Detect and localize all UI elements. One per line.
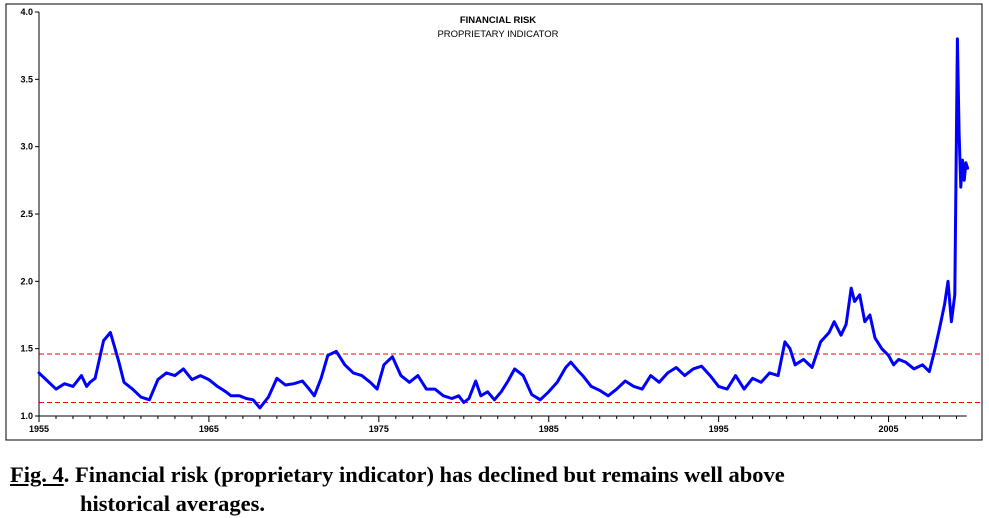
x-tick-label: 1985 [539, 424, 559, 434]
chart: FINANCIAL RISK PROPRIETARY INDICATOR 1.0… [0, 0, 989, 455]
y-tick-label: 4.0 [20, 7, 33, 17]
x-tick-label: 1955 [29, 424, 49, 434]
y-tick-label: 1.0 [20, 411, 33, 421]
y-tick-label: 2.0 [20, 276, 33, 286]
series-line [37, 37, 970, 410]
chart-title: FINANCIAL RISK [460, 15, 536, 26]
y-tick-label: 3.5 [20, 74, 33, 84]
series-layer [37, 37, 970, 410]
y-tick-label: 3.0 [20, 142, 33, 152]
y-tick-label: 1.5 [20, 344, 33, 354]
x-tick-label: 2005 [879, 424, 899, 434]
y-tick-label: 2.5 [20, 209, 33, 219]
reference-lines [39, 353, 982, 404]
x-tick-label: 1995 [709, 424, 729, 434]
figure-caption: Fig. 4. Financial risk (proprietary indi… [10, 460, 970, 518]
caption-line-1: . Financial risk (proprietary indicator)… [63, 462, 785, 487]
figure-label: Fig. 4 [10, 462, 64, 487]
axes: 1.0 1.5 2.0 2.5 3.0 3.5 4.0 1955 1965 1975 1985 199… [20, 7, 967, 434]
x-tick-label: 1975 [369, 424, 389, 434]
chart-subtitle: PROPRIETARY INDICATOR [437, 29, 558, 40]
caption-line-2: historical averages. [80, 491, 265, 516]
chart-background [0, 0, 989, 455]
plot-area-frame [5, 3, 983, 441]
x-tick-label: 1965 [199, 424, 219, 434]
